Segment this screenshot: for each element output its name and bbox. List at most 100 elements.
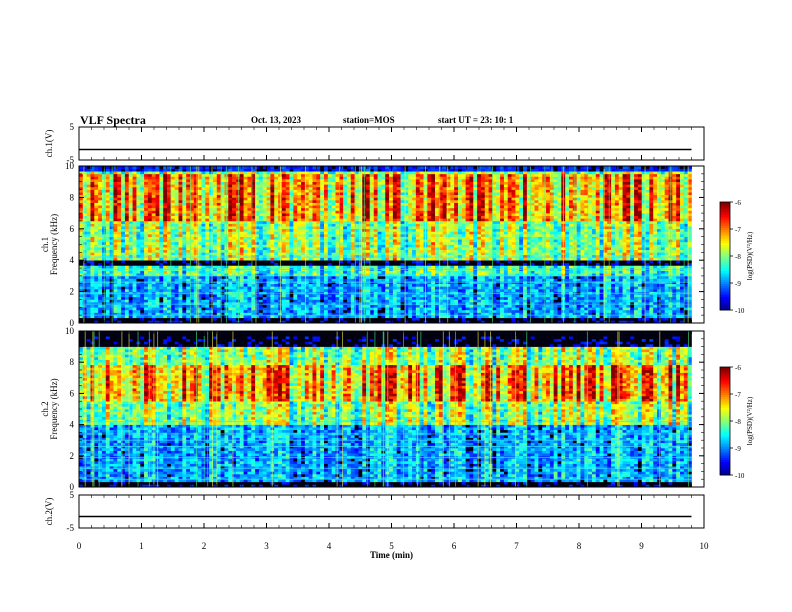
spectrogram-cell [197,278,202,282]
spectrogram-cell [346,281,352,285]
spectrogram-cell [128,239,133,243]
spectrogram-cell [258,166,264,169]
spectrogram-cell [209,299,214,303]
spectrogram-cell [136,197,141,201]
spectrogram-cell [178,317,183,321]
spectrogram-cell [335,184,340,188]
spectrogram-cell [266,168,271,172]
spectrogram-cell [205,320,210,324]
spectrogram-cell [201,210,206,214]
spectrogram-cell [170,252,176,256]
spectrogram-cell [304,249,309,253]
spectrogram-cell [136,296,141,300]
spectrogram-cell [335,234,340,237]
spectrogram-cell [136,273,141,277]
spectrogram-cell [98,197,103,201]
spectrogram-cell [167,320,172,324]
spectrogram-cell [293,236,298,240]
spectrogram-cell [167,309,172,313]
spectrogram-cell [285,262,290,266]
spectrogram-cell [151,192,156,196]
spectrogram-cell [327,307,332,311]
spectrogram-cell [86,296,91,300]
spectrogram-cell [312,186,317,190]
spectrogram-cell [144,257,149,261]
spectrogram-cell [331,176,336,180]
spectrogram-cell [289,234,294,237]
spectrogram-cell [285,286,290,290]
spectrogram-cell [270,249,275,253]
spectrogram-cell [113,247,118,251]
spectrogram-cell [201,176,206,180]
spectrogram-cell [94,192,99,196]
spectrogram-cell [174,168,179,172]
spectrogram-cell [343,192,348,196]
spectrogram-cell [136,184,141,188]
spectrogram-cell [186,168,191,172]
spectrogram-cell [320,186,325,190]
spectrogram-cell [170,296,176,300]
spectrogram-cell [339,173,344,177]
spectrogram-cell [308,296,313,300]
spectrogram-cell [320,262,325,266]
spectrogram-cell [132,278,137,282]
spectrogram-cell [90,186,95,190]
spectrogram-cell [346,194,352,198]
spectrogram-cell [212,186,218,190]
spectrogram-cell [350,202,355,206]
spectrogram-cell [105,286,110,290]
spectrogram-cell [339,192,344,196]
spectrogram-cell [312,189,317,193]
spectrogram-cell [163,234,168,237]
spectrogram-cell [178,247,183,251]
spectrogram-cell [117,312,122,316]
spectrogram-cell [235,202,241,206]
spectrogram-cell [167,278,172,282]
spectrogram-cell [216,281,221,285]
spectrogram-cell [170,236,176,240]
spectrogram-cell [190,168,195,172]
spectrogram-cell [128,302,133,305]
spectrogram-cell [274,270,279,274]
spectrogram-cell [274,215,279,219]
spectrogram-cell [247,270,252,274]
spectrogram-cell [343,173,348,177]
spectrogram-cell [346,186,352,190]
spectrogram-cell [174,262,179,266]
spectrogram-cell [147,215,153,219]
spectrogram-cell [369,223,375,227]
spectrogram-cell [289,286,294,290]
spectrogram-cell [190,260,195,264]
spectrogram-cell [243,223,248,227]
spectrogram-cell [182,179,187,182]
spectrogram-cell [255,281,260,285]
spectrogram-cell [262,207,267,211]
spectrogram-cell [205,186,210,190]
spectrogram-cell [369,171,375,175]
spectrogram-cell [212,312,218,316]
spectrogram-cell [209,200,214,203]
spectrogram-cell [270,294,275,298]
spectrogram-cell [193,312,198,316]
spectrogram-cell [186,239,191,243]
spectrogram-cell [82,173,87,177]
spectrogram-cell [174,283,179,287]
spectrogram-cell [354,286,359,290]
spectrogram-cell [113,273,118,277]
spectrogram-cell [289,192,294,196]
spectrogram-cell [350,286,355,290]
spectrogram-cell [308,262,313,266]
spectrogram-cell [136,247,141,251]
spectrogram-cell [239,166,244,169]
spectrogram-cell [358,168,363,172]
spectrogram-cell [124,278,130,282]
spectrogram-cell [178,192,183,196]
spectrogram-cell [174,286,179,290]
spectrogram-cell [113,181,118,185]
spectrogram-cell [278,273,283,277]
spectrogram-cell [239,218,244,222]
spectrogram-cell [144,260,149,264]
spectrogram-cell [79,270,84,274]
spectrogram-cell [339,215,344,219]
spectrogram-cell [128,270,133,274]
